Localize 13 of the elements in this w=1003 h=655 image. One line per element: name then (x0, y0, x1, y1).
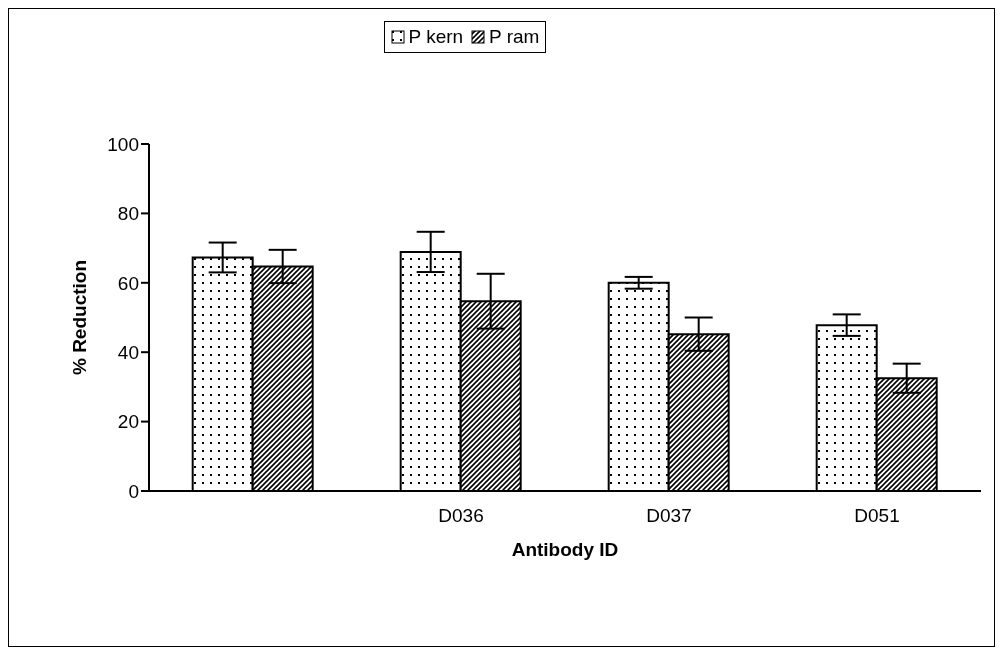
y-tick-label: 20 (117, 411, 139, 433)
x-tick-label: D036 (438, 505, 484, 527)
y-tick-label: 80 (117, 203, 139, 225)
y-tick-label: 100 (107, 133, 139, 155)
legend-label: P ram (489, 26, 540, 48)
legend-label: P kern (408, 26, 464, 48)
x-tick-label: D051 (854, 505, 900, 527)
y-tick-label: 0 (128, 480, 139, 502)
x-tick-label: D037 (646, 505, 692, 527)
y-tick-label: 40 (117, 341, 139, 363)
x-axis-title: Antibody ID (511, 539, 619, 560)
y-tick-label: 60 (117, 272, 139, 294)
y-axis-title: % Reduction (68, 259, 90, 376)
